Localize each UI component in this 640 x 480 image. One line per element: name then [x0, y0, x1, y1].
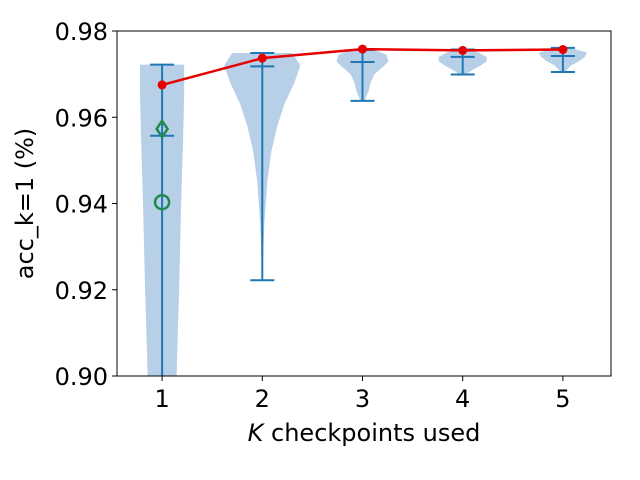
mean-line-series — [157, 44, 568, 90]
x-axis: 1 2 3 4 5 — [154, 376, 571, 413]
y-tick-label-1: 0.90 — [55, 363, 108, 391]
extra-markers — [153, 118, 171, 211]
marker-circle — [153, 193, 171, 211]
violin-bodies — [140, 47, 587, 376]
mean-point-2 — [257, 53, 267, 63]
y-tick-label-5: 0.98 — [55, 18, 108, 46]
y-tick-label-2: 0.92 — [55, 277, 108, 305]
x-tick-label-2: 2 — [255, 385, 270, 413]
x-tick-label-5: 5 — [555, 385, 570, 413]
x-axis-label-variable: K — [248, 419, 266, 447]
y-tick-label-4: 0.96 — [55, 104, 108, 132]
y-axis-label: acc_k=1 (%) — [11, 128, 39, 280]
y-tick-label-3: 0.94 — [55, 191, 108, 219]
x-tick-label-3: 3 — [355, 385, 370, 413]
mean-point-4 — [458, 45, 468, 55]
x-tick-label-1: 1 — [154, 385, 169, 413]
x-axis-label-text: checkpoints used — [263, 419, 480, 447]
mean-point-5 — [558, 45, 568, 55]
x-axis-label: K checkpoints used — [248, 419, 481, 447]
mean-point-3 — [357, 44, 367, 54]
x-tick-label-4: 4 — [455, 385, 470, 413]
y-axis: 0.90 0.92 0.94 0.96 0.98 — [55, 18, 117, 391]
marker-diamond — [155, 118, 170, 140]
mean-point-1 — [157, 80, 167, 90]
violin-stat-lines — [150, 46, 575, 376]
